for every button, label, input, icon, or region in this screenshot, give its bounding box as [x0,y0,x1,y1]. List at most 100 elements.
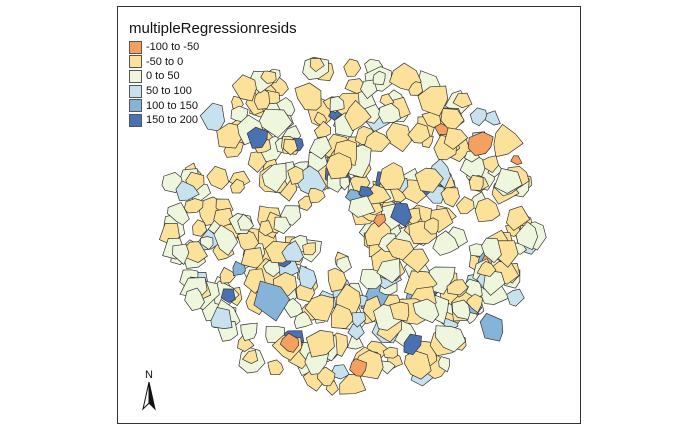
map-region [339,176,350,191]
legend-item: -100 to -50 [129,40,297,55]
map-region [281,240,304,262]
map-region [219,266,236,284]
map-region [440,187,460,208]
map-region [305,330,335,358]
north-arrow: N [142,370,156,416]
map-region [510,155,523,166]
map-region [344,99,372,132]
map-region [372,70,386,86]
map-region [362,130,392,152]
map-region [327,267,347,293]
map-region [385,122,412,153]
legend-item: 50 to 100 [129,84,297,99]
map-region [309,58,325,73]
legend-swatch [129,40,142,54]
map-region [231,74,257,102]
north-arrow-label: N [145,369,153,381]
map-region [423,217,439,235]
map-region [298,265,317,290]
map-region [347,323,365,341]
map-region [336,255,352,274]
map-region [175,180,200,201]
map-region [183,198,204,214]
map-region [348,195,376,218]
map-region [279,332,300,353]
map-region [407,122,431,144]
map-region [287,165,304,185]
map-region [220,288,236,303]
map-region [479,312,504,342]
choropleth-map [158,56,547,396]
map-region [515,221,538,251]
map-region [468,174,484,191]
map-region [493,123,524,158]
map-region [329,96,345,113]
map-region [481,237,502,264]
map-region [200,236,214,250]
legend-swatch [129,84,142,98]
map-region [172,243,190,266]
map-region [438,356,450,373]
map-region [469,107,488,127]
map-region [404,350,432,380]
map-region [267,359,284,376]
map-region [376,258,401,284]
map-region [446,279,469,296]
map-region [206,165,230,190]
map-region [213,207,235,228]
map-region [506,205,531,231]
map-region [253,87,271,110]
map-region [373,213,387,228]
map-region [304,294,335,322]
north-arrow-icon [142,381,156,411]
map-region [452,92,473,109]
legend-swatch [129,113,142,127]
map-region [474,197,501,223]
map-region [293,311,313,330]
map-region [261,162,287,193]
legend-label: 100 to 150 [146,99,198,112]
map-region [232,260,246,277]
legend-item: 100 to 150 [129,98,297,113]
map-region [414,167,444,193]
map-region [302,242,316,256]
map-region [435,325,467,353]
map-region [351,311,366,328]
map-region [210,306,233,329]
map-region [294,82,322,111]
map-region [349,358,367,377]
map-region [408,81,423,96]
legend-swatch [129,69,142,83]
map-region [273,216,292,235]
legend-label: 0 to 50 [146,70,180,83]
map-region [382,346,398,359]
map-region [468,243,485,257]
map-region [241,349,259,364]
map-region [476,260,497,277]
legend-item: 0 to 50 [129,69,297,84]
map-region [213,224,239,256]
map-region [260,70,277,84]
map-region [466,293,484,314]
legend-swatch [129,55,142,69]
map-region [403,333,422,356]
map-region [240,322,258,342]
legend-label: 50 to 100 [146,85,192,98]
map-region [389,301,410,322]
map-region [379,162,406,190]
map-region [325,152,353,180]
map-region [343,58,362,77]
map-region [247,151,267,173]
map-region [484,110,501,126]
map-region [412,298,440,324]
legend-swatch [129,99,142,113]
legend-title: multipleRegressionresids [129,20,297,37]
map-legend: multipleRegressionresids -100 to -50 -50 … [129,20,297,128]
map-region [506,288,525,307]
map-region [386,238,415,261]
map-region [316,366,336,387]
map-region [282,138,298,156]
map-region [246,126,268,149]
map-region [432,230,460,256]
map-region [184,287,205,312]
